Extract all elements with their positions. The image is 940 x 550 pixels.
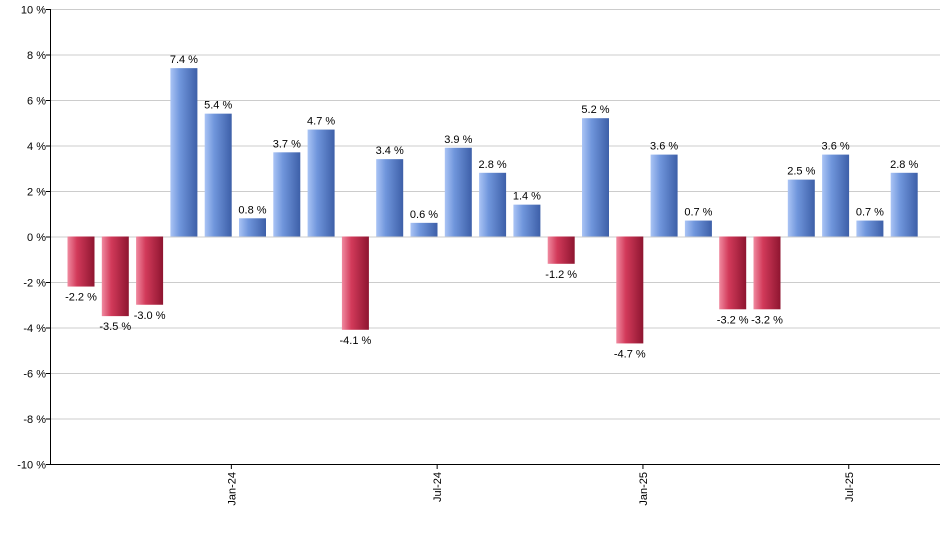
data-label: 5.4 % <box>204 100 232 112</box>
y-tick-label: 8 % <box>27 50 46 62</box>
y-tick-label: -4 % <box>23 323 46 335</box>
data-label: 0.6 % <box>410 209 438 221</box>
y-tick-label: 2 % <box>27 187 46 199</box>
y-tick-label: -6 % <box>23 369 46 381</box>
bar <box>582 118 609 237</box>
bar <box>204 113 232 237</box>
bar <box>479 172 507 237</box>
data-label: -3.2 % <box>751 314 783 326</box>
data-label: -4.1 % <box>340 335 372 347</box>
data-label: 1.4 % <box>513 191 541 203</box>
bar <box>410 222 438 237</box>
data-label: -2.2 % <box>65 292 97 304</box>
bar <box>822 154 850 237</box>
bar <box>341 236 369 330</box>
bar <box>101 236 129 317</box>
bars <box>67 68 918 344</box>
bar <box>136 236 164 305</box>
data-label: -1.2 % <box>545 269 577 281</box>
y-tick-label: -8 % <box>23 414 46 426</box>
data-label: 0.7 % <box>856 207 884 219</box>
y-tick-label: -2 % <box>23 278 46 290</box>
bar <box>684 220 712 237</box>
x-tick-label: Jul-25 <box>844 472 856 502</box>
bar <box>616 236 644 344</box>
data-label: 2.8 % <box>479 159 507 171</box>
data-label: 3.6 % <box>822 141 850 153</box>
x-tick-label: Jul-24 <box>432 472 444 502</box>
bar <box>67 236 95 287</box>
bar <box>307 129 335 237</box>
y-tick-label: 4 % <box>27 141 46 153</box>
bar <box>890 172 918 237</box>
bar <box>787 179 815 237</box>
x-tick-label: Jan-24 <box>226 472 238 506</box>
bar <box>547 236 575 264</box>
y-tick-label: 6 % <box>27 96 46 108</box>
data-label: -4.7 % <box>614 348 646 360</box>
data-label: 4.7 % <box>307 116 335 128</box>
y-tick-label: 0 % <box>27 232 46 244</box>
bar <box>273 152 301 237</box>
data-labels: -2.2 % -3.5 %-3.0 % 7.4 % 5.4 % 0.8 % 3.7 % 4.… <box>65 54 918 360</box>
data-label: 7.4 % <box>170 54 198 66</box>
data-label: 2.5 % <box>787 166 815 178</box>
data-label: -3.2 % <box>717 314 749 326</box>
bar <box>376 159 404 237</box>
bar <box>239 218 266 237</box>
data-label: -3.5 % <box>99 321 131 333</box>
data-label: 2.8 % <box>890 159 918 171</box>
axes: 10 % 8 % 6 % 4 % 2 % 0 % -2 % -4 % -6 % -8 % -10 %… <box>17 5 940 506</box>
bar <box>170 68 198 237</box>
data-label: 3.9 % <box>444 134 472 146</box>
data-label: 5.2 % <box>581 104 609 116</box>
bar <box>513 204 541 237</box>
data-label: 3.6 % <box>650 141 678 153</box>
data-label: 3.7 % <box>273 138 301 150</box>
x-tick-label: Jan-25 <box>638 472 650 506</box>
data-label: -3.0 % <box>134 310 166 322</box>
bar <box>444 147 472 237</box>
bar <box>856 220 884 237</box>
y-tick-label: -10 % <box>17 460 46 472</box>
data-label: 0.7 % <box>684 207 712 219</box>
data-label: 0.8 % <box>238 204 266 216</box>
y-tick-label: 10 % <box>21 5 46 17</box>
bar <box>753 236 781 310</box>
bar <box>650 154 678 237</box>
data-label: 3.4 % <box>376 145 404 157</box>
bar <box>719 236 747 310</box>
